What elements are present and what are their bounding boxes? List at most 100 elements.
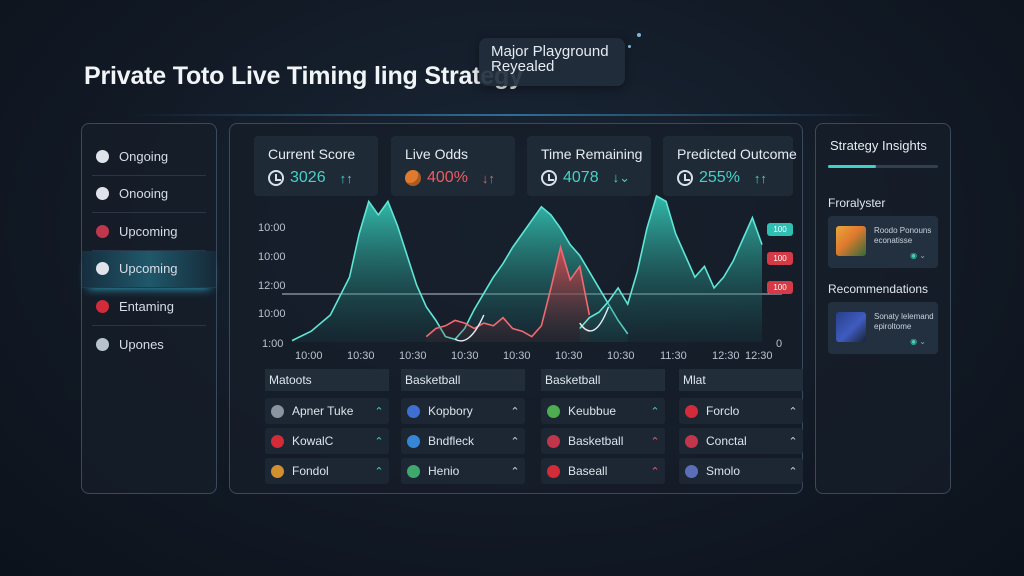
metric-value: 4078 bbox=[563, 169, 599, 186]
sidebar: Ongoing Onooing Upcoming Upcoming Entaming Up… bbox=[81, 123, 217, 494]
sidebar-item-entaming-4[interactable]: Entaming bbox=[92, 288, 206, 326]
list-item[interactable]: Fondol ⌃ bbox=[265, 458, 389, 484]
metric-value: 3026 bbox=[290, 169, 326, 186]
metric-title: Time Remaining bbox=[541, 146, 643, 162]
soccer-ball-icon bbox=[271, 404, 284, 418]
x-tick-label: 10:30 bbox=[451, 350, 479, 362]
chevron-up-icon[interactable]: ⌃ bbox=[788, 435, 798, 448]
shield-icon bbox=[407, 464, 420, 478]
trend-arrow-icon: ↓⌄ bbox=[612, 170, 630, 185]
sidebar-item-upcoming-3[interactable]: Upcoming bbox=[82, 250, 216, 288]
series-area-red bbox=[426, 247, 590, 342]
list-item[interactable]: Bndfleck ⌃ bbox=[401, 428, 525, 454]
list-item[interactable]: Keubbue ⌃ bbox=[541, 398, 665, 424]
uk-flag-icon bbox=[96, 224, 109, 238]
overlay-trace bbox=[454, 306, 610, 342]
list-item[interactable]: Forclo ⌃ bbox=[679, 398, 803, 424]
sidebar-item-upcoming-2[interactable]: Upcoming bbox=[92, 213, 206, 251]
sidebar-item-label: Upones bbox=[119, 336, 164, 352]
clock-icon bbox=[541, 170, 557, 186]
sidebar-item-upones-5[interactable]: Upones bbox=[92, 326, 206, 364]
metric-card-predicted-outcome: Predicted Outcome 255% ↑↑ bbox=[663, 136, 797, 196]
metric-title: Predicted Outcome bbox=[677, 146, 797, 162]
insights-section-analyst: Froralyster bbox=[828, 196, 886, 210]
list-header: Matoots bbox=[265, 369, 389, 391]
tooltip: Major Playground Reyealed bbox=[479, 38, 625, 86]
y-tick-label: 10:00 bbox=[258, 308, 286, 320]
list-item[interactable]: KowalC ⌃ bbox=[265, 428, 389, 454]
trend-arrow-icon: ↑↑ bbox=[753, 170, 767, 186]
chevron-up-icon[interactable]: ⌃ bbox=[510, 435, 520, 448]
recommendation-card[interactable]: Sonaty lelemand epiroltome ◉ ⌄ bbox=[828, 302, 938, 354]
x-tick-label: 12:30 bbox=[745, 350, 773, 362]
list-item-label: Baseall bbox=[568, 464, 608, 478]
list-item[interactable]: Conctal ⌃ bbox=[679, 428, 803, 454]
list-item[interactable]: Kopbory ⌃ bbox=[401, 398, 525, 424]
sidebar-item-label: Ongoing bbox=[119, 148, 169, 164]
clock-icon bbox=[677, 170, 693, 186]
chevron-up-icon[interactable]: ⌃ bbox=[510, 405, 520, 418]
chevron-up-icon[interactable]: ⌃ bbox=[650, 435, 660, 448]
chevron-up-icon[interactable]: ⌃ bbox=[374, 405, 384, 418]
list-item-label: Keubbue bbox=[568, 404, 617, 418]
chevron-up-icon[interactable]: ⌃ bbox=[650, 405, 660, 418]
basketball-icon bbox=[405, 170, 421, 186]
y-tick-label: 1:00 bbox=[262, 338, 284, 350]
chevron-up-icon[interactable]: ⌃ bbox=[650, 465, 660, 478]
flag-icon bbox=[685, 434, 698, 448]
insights-title: Strategy Insights bbox=[830, 138, 927, 153]
series-area-teal bbox=[292, 201, 628, 342]
list-header: Basketball bbox=[541, 369, 665, 391]
x-tick-label: 10:30 bbox=[503, 350, 531, 362]
list-item-label: Apner Tuke bbox=[292, 404, 354, 418]
sidebar-item-label: Upcoming bbox=[119, 223, 178, 239]
list-item-label: Forclo bbox=[706, 404, 740, 418]
player-thumbnail bbox=[836, 226, 866, 256]
list-item[interactable]: Apner Tuke ⌃ bbox=[265, 398, 389, 424]
sidebar-item-ongoing-0[interactable]: Ongoing bbox=[92, 138, 206, 176]
y-tick-label: 10:00 bbox=[258, 251, 286, 263]
chevron-up-icon[interactable]: ⌃ bbox=[374, 435, 384, 448]
toggle-dropdown-icon[interactable]: ◉ ⌄ bbox=[910, 251, 926, 260]
value-badge: 100 bbox=[767, 252, 793, 265]
list-item-label: Conctal bbox=[706, 434, 747, 448]
list-item[interactable]: Baseall ⌃ bbox=[541, 458, 665, 484]
chevron-up-icon[interactable]: ⌃ bbox=[374, 465, 384, 478]
list-item[interactable]: Smolo ⌃ bbox=[679, 458, 803, 484]
chevron-up-icon[interactable]: ⌃ bbox=[788, 405, 798, 418]
insight-card[interactable]: Roodo Ponouns econatisse ◉ ⌄ bbox=[828, 216, 938, 268]
soccer-ball-icon bbox=[96, 149, 109, 163]
list-item-label: KowalC bbox=[292, 434, 334, 448]
list-header: Basketball bbox=[401, 369, 525, 391]
insights-tab-bar[interactable] bbox=[828, 165, 938, 168]
decor-dot bbox=[637, 33, 641, 37]
metric-title: Current Score bbox=[268, 146, 356, 162]
insight-card-text: Roodo Ponouns econatisse bbox=[874, 226, 932, 245]
page-title: Private Toto Live Timing ling Strategy bbox=[84, 62, 523, 90]
trend-arrow-icon: ↑↑ bbox=[339, 170, 353, 186]
list-item[interactable]: Henio ⌃ bbox=[401, 458, 525, 484]
list-item-label: Smolo bbox=[706, 464, 741, 478]
chevron-up-icon[interactable]: ⌃ bbox=[788, 465, 798, 478]
list-item-label: Fondol bbox=[292, 464, 329, 478]
compass-icon bbox=[96, 262, 109, 276]
value-badge: 100 bbox=[767, 281, 793, 294]
chevron-up-icon[interactable]: ⌃ bbox=[510, 465, 520, 478]
glow-divider bbox=[130, 114, 890, 116]
series-line-right-teal bbox=[579, 194, 763, 330]
list-item[interactable]: Basketball ⌃ bbox=[541, 428, 665, 454]
toggle-dropdown-icon[interactable]: ◉ ⌄ bbox=[910, 337, 926, 346]
list-header: Mlat bbox=[679, 369, 803, 391]
value-badge: 100 bbox=[767, 223, 793, 236]
badge-icon bbox=[271, 464, 284, 478]
metric-value: 255% bbox=[699, 169, 740, 186]
list-item-label: Kopbory bbox=[428, 404, 473, 418]
metric-card-time-remaining: Time Remaining 4078 ↓⌄ bbox=[527, 136, 651, 196]
x-tick-label: 10:30 bbox=[555, 350, 583, 362]
player-thumbnail bbox=[836, 312, 866, 342]
basketball-icon bbox=[96, 187, 109, 201]
sidebar-item-label: Onooing bbox=[119, 186, 169, 202]
match-list-2: Basketball Keubbue ⌃ Basketball ⌃ Baseall ⌃ bbox=[541, 369, 665, 488]
metric-title: Live Odds bbox=[405, 146, 469, 162]
sidebar-item-onooing-1[interactable]: Onooing bbox=[92, 176, 206, 213]
